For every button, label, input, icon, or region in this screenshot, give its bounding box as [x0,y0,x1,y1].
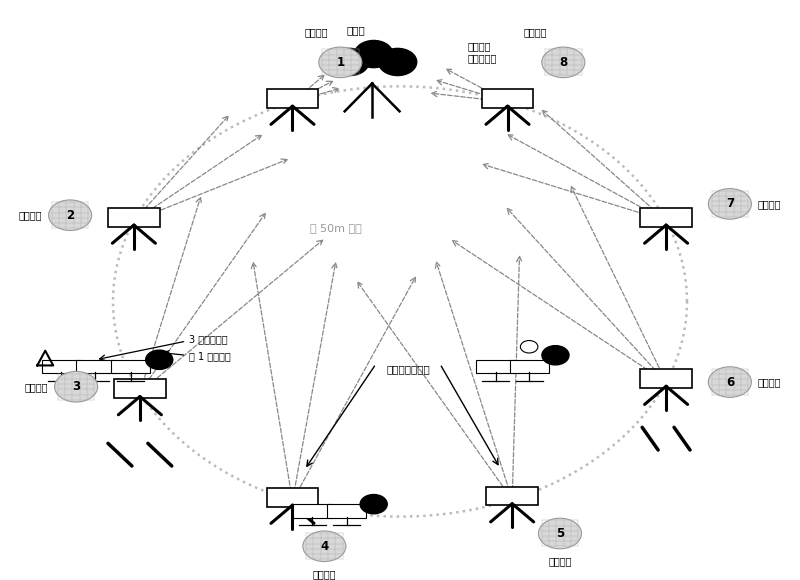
Circle shape [330,48,369,75]
FancyBboxPatch shape [640,208,692,227]
Circle shape [303,531,346,561]
FancyBboxPatch shape [327,504,366,517]
Text: 扫描步骤: 扫描步骤 [313,569,336,579]
Text: 7: 7 [726,197,734,211]
Circle shape [708,367,751,397]
Circle shape [538,518,582,549]
Circle shape [146,350,173,369]
Text: 和 1 个标准球: 和 1 个标准球 [189,351,230,361]
Circle shape [49,200,92,230]
Text: 扫描步骤: 扫描步骤 [758,377,782,387]
Circle shape [708,188,751,219]
Text: 移动仪器和标靠: 移动仪器和标靠 [386,364,430,375]
Text: 标准球: 标准球 [346,26,366,35]
Text: 扫描步骤: 扫描步骤 [524,27,547,37]
Text: 3 个平面靠板: 3 个平面靠板 [189,335,227,345]
FancyBboxPatch shape [114,379,166,398]
FancyBboxPatch shape [42,360,81,374]
Text: 扫描步骤: 扫描步骤 [25,382,48,392]
Text: 3: 3 [72,380,80,393]
FancyBboxPatch shape [76,360,115,374]
FancyBboxPatch shape [108,208,160,227]
Text: 6: 6 [726,376,734,389]
Text: 8: 8 [559,56,567,69]
FancyBboxPatch shape [266,89,318,108]
Circle shape [542,47,585,78]
Text: 固定面板
（标靠点）: 固定面板 （标靠点） [468,42,497,63]
Circle shape [542,346,569,365]
Text: 2: 2 [66,209,74,222]
Text: 5: 5 [556,527,564,540]
FancyBboxPatch shape [482,89,534,108]
Text: 扫描步骤: 扫描步骤 [18,210,42,220]
Text: 扫描步骤: 扫描步骤 [548,556,572,566]
FancyBboxPatch shape [266,488,318,507]
FancyBboxPatch shape [111,360,150,374]
Circle shape [360,495,387,514]
FancyBboxPatch shape [476,360,515,374]
Text: 4: 4 [320,540,329,553]
Text: 1: 1 [336,56,344,69]
FancyBboxPatch shape [640,369,692,388]
FancyBboxPatch shape [293,504,332,517]
Circle shape [378,48,417,75]
Text: 扫描步骤: 扫描步骤 [758,199,782,209]
Circle shape [354,41,393,68]
FancyBboxPatch shape [486,487,538,505]
Circle shape [54,371,98,402]
FancyBboxPatch shape [510,360,549,374]
Circle shape [318,47,362,78]
Text: 约 50m 场地: 约 50m 场地 [310,223,362,233]
Text: 扫描步骤: 扫描步骤 [305,27,328,37]
